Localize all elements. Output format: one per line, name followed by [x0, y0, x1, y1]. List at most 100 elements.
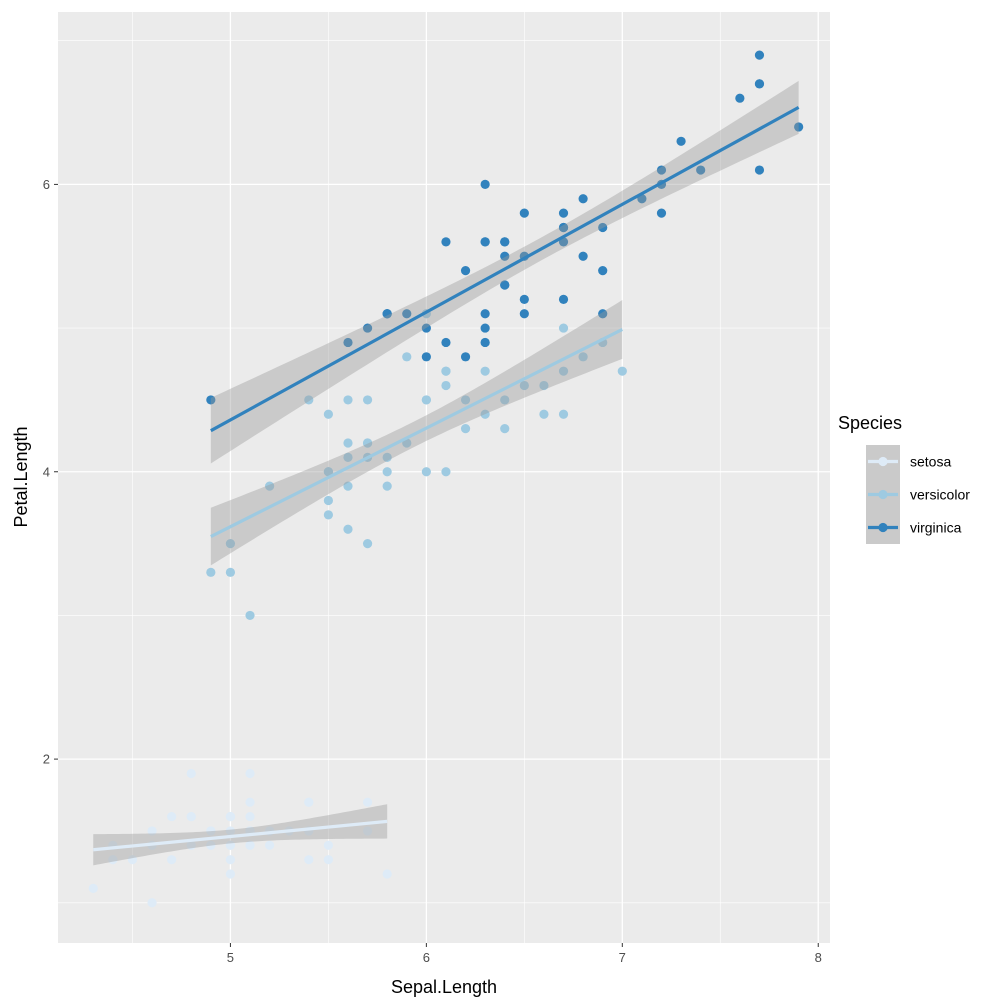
legend-item-versicolor: versicolor: [866, 478, 970, 511]
point-versicolor: [558, 323, 569, 333]
point-versicolor: [421, 467, 431, 477]
point-setosa: [167, 855, 177, 865]
point-versicolor: [304, 395, 314, 405]
point-setosa: [206, 840, 216, 850]
point-virginica: [754, 50, 765, 60]
point-versicolor: [480, 366, 490, 376]
point-virginica: [578, 194, 588, 204]
point-setosa: [245, 811, 255, 822]
point-versicolor: [362, 395, 373, 405]
point-versicolor: [500, 424, 510, 434]
point-versicolor: [578, 352, 588, 362]
point-versicolor: [539, 380, 549, 391]
point-versicolor: [245, 610, 255, 621]
point-virginica: [676, 136, 686, 146]
point-virginica: [578, 251, 588, 261]
point-setosa: [225, 826, 236, 836]
point-virginica: [382, 309, 392, 319]
point-setosa: [225, 811, 236, 822]
point-versicolor: [265, 481, 275, 491]
point-virginica: [656, 165, 667, 175]
point-virginica: [480, 309, 490, 319]
x-tick-label: 7: [619, 950, 626, 965]
point-virginica: [480, 337, 490, 348]
point-setosa: [362, 797, 373, 807]
point-setosa: [167, 811, 177, 822]
legend-key-point: [878, 522, 888, 533]
point-versicolor: [500, 395, 510, 405]
point-setosa: [186, 811, 196, 822]
point-virginica: [696, 165, 706, 175]
point-setosa: [323, 840, 333, 850]
point-virginica: [206, 395, 216, 405]
point-setosa: [265, 840, 275, 850]
point-virginica: [656, 208, 667, 218]
point-setosa: [304, 797, 314, 807]
point-versicolor: [519, 380, 529, 391]
point-versicolor: [362, 438, 373, 448]
x-tick-label: 5: [227, 950, 234, 965]
point-virginica: [558, 222, 569, 233]
point-virginica: [362, 323, 373, 333]
legend-title: Species: [838, 413, 902, 433]
y-tick-label: 4: [43, 464, 50, 479]
point-setosa: [206, 826, 216, 836]
point-virginica: [441, 337, 451, 348]
point-virginica: [754, 165, 765, 175]
point-setosa: [382, 869, 392, 879]
y-tick-label: 6: [43, 177, 50, 192]
point-versicolor: [421, 395, 431, 405]
point-versicolor: [558, 409, 569, 419]
point-setosa: [127, 855, 138, 865]
point-virginica: [500, 251, 510, 261]
legend-label: virginica: [910, 520, 962, 536]
point-setosa: [186, 840, 196, 850]
point-versicolor: [441, 366, 451, 376]
point-virginica: [598, 309, 608, 319]
point-virginica: [519, 309, 529, 319]
point-virginica: [460, 266, 471, 276]
point-setosa: [245, 840, 255, 850]
point-setosa: [323, 855, 333, 865]
y-axis-title: Petal.Length: [11, 426, 31, 527]
point-setosa: [108, 855, 118, 865]
point-versicolor: [617, 366, 627, 376]
legend-label: setosa: [910, 454, 951, 470]
legend: Species setosa versicolor virginica: [838, 413, 970, 544]
point-virginica: [480, 323, 490, 333]
point-setosa: [245, 768, 255, 779]
point-virginica: [519, 208, 529, 218]
y-tick-label: 2: [43, 752, 50, 767]
point-versicolor: [343, 524, 353, 534]
point-virginica: [421, 323, 431, 333]
x-tick-label: 6: [423, 950, 430, 965]
point-virginica: [480, 179, 490, 190]
legend-key-point: [878, 456, 888, 467]
point-setosa: [225, 869, 236, 879]
legend-label: versicolor: [910, 487, 970, 503]
point-versicolor: [441, 467, 451, 477]
point-versicolor: [343, 395, 353, 405]
point-versicolor: [402, 352, 412, 362]
point-virginica: [441, 237, 451, 247]
point-virginica: [754, 79, 765, 89]
point-virginica: [598, 222, 608, 233]
point-setosa: [186, 768, 196, 779]
point-versicolor: [206, 567, 216, 577]
point-versicolor: [382, 467, 392, 477]
fit-line-virginica: [210, 105, 800, 433]
point-versicolor: [558, 366, 569, 376]
point-virginica: [519, 294, 529, 304]
point-versicolor: [480, 409, 490, 419]
point-versicolor: [460, 395, 471, 405]
point-setosa: [88, 883, 98, 894]
point-versicolor: [323, 495, 333, 506]
x-tick-label: 8: [815, 950, 822, 965]
point-virginica: [735, 93, 745, 103]
point-virginica: [500, 280, 510, 290]
point-versicolor: [382, 481, 392, 491]
point-virginica: [460, 352, 471, 362]
point-setosa: [304, 855, 314, 865]
point-virginica: [598, 266, 608, 276]
x-axis-title: Sepal.Length: [391, 977, 497, 997]
